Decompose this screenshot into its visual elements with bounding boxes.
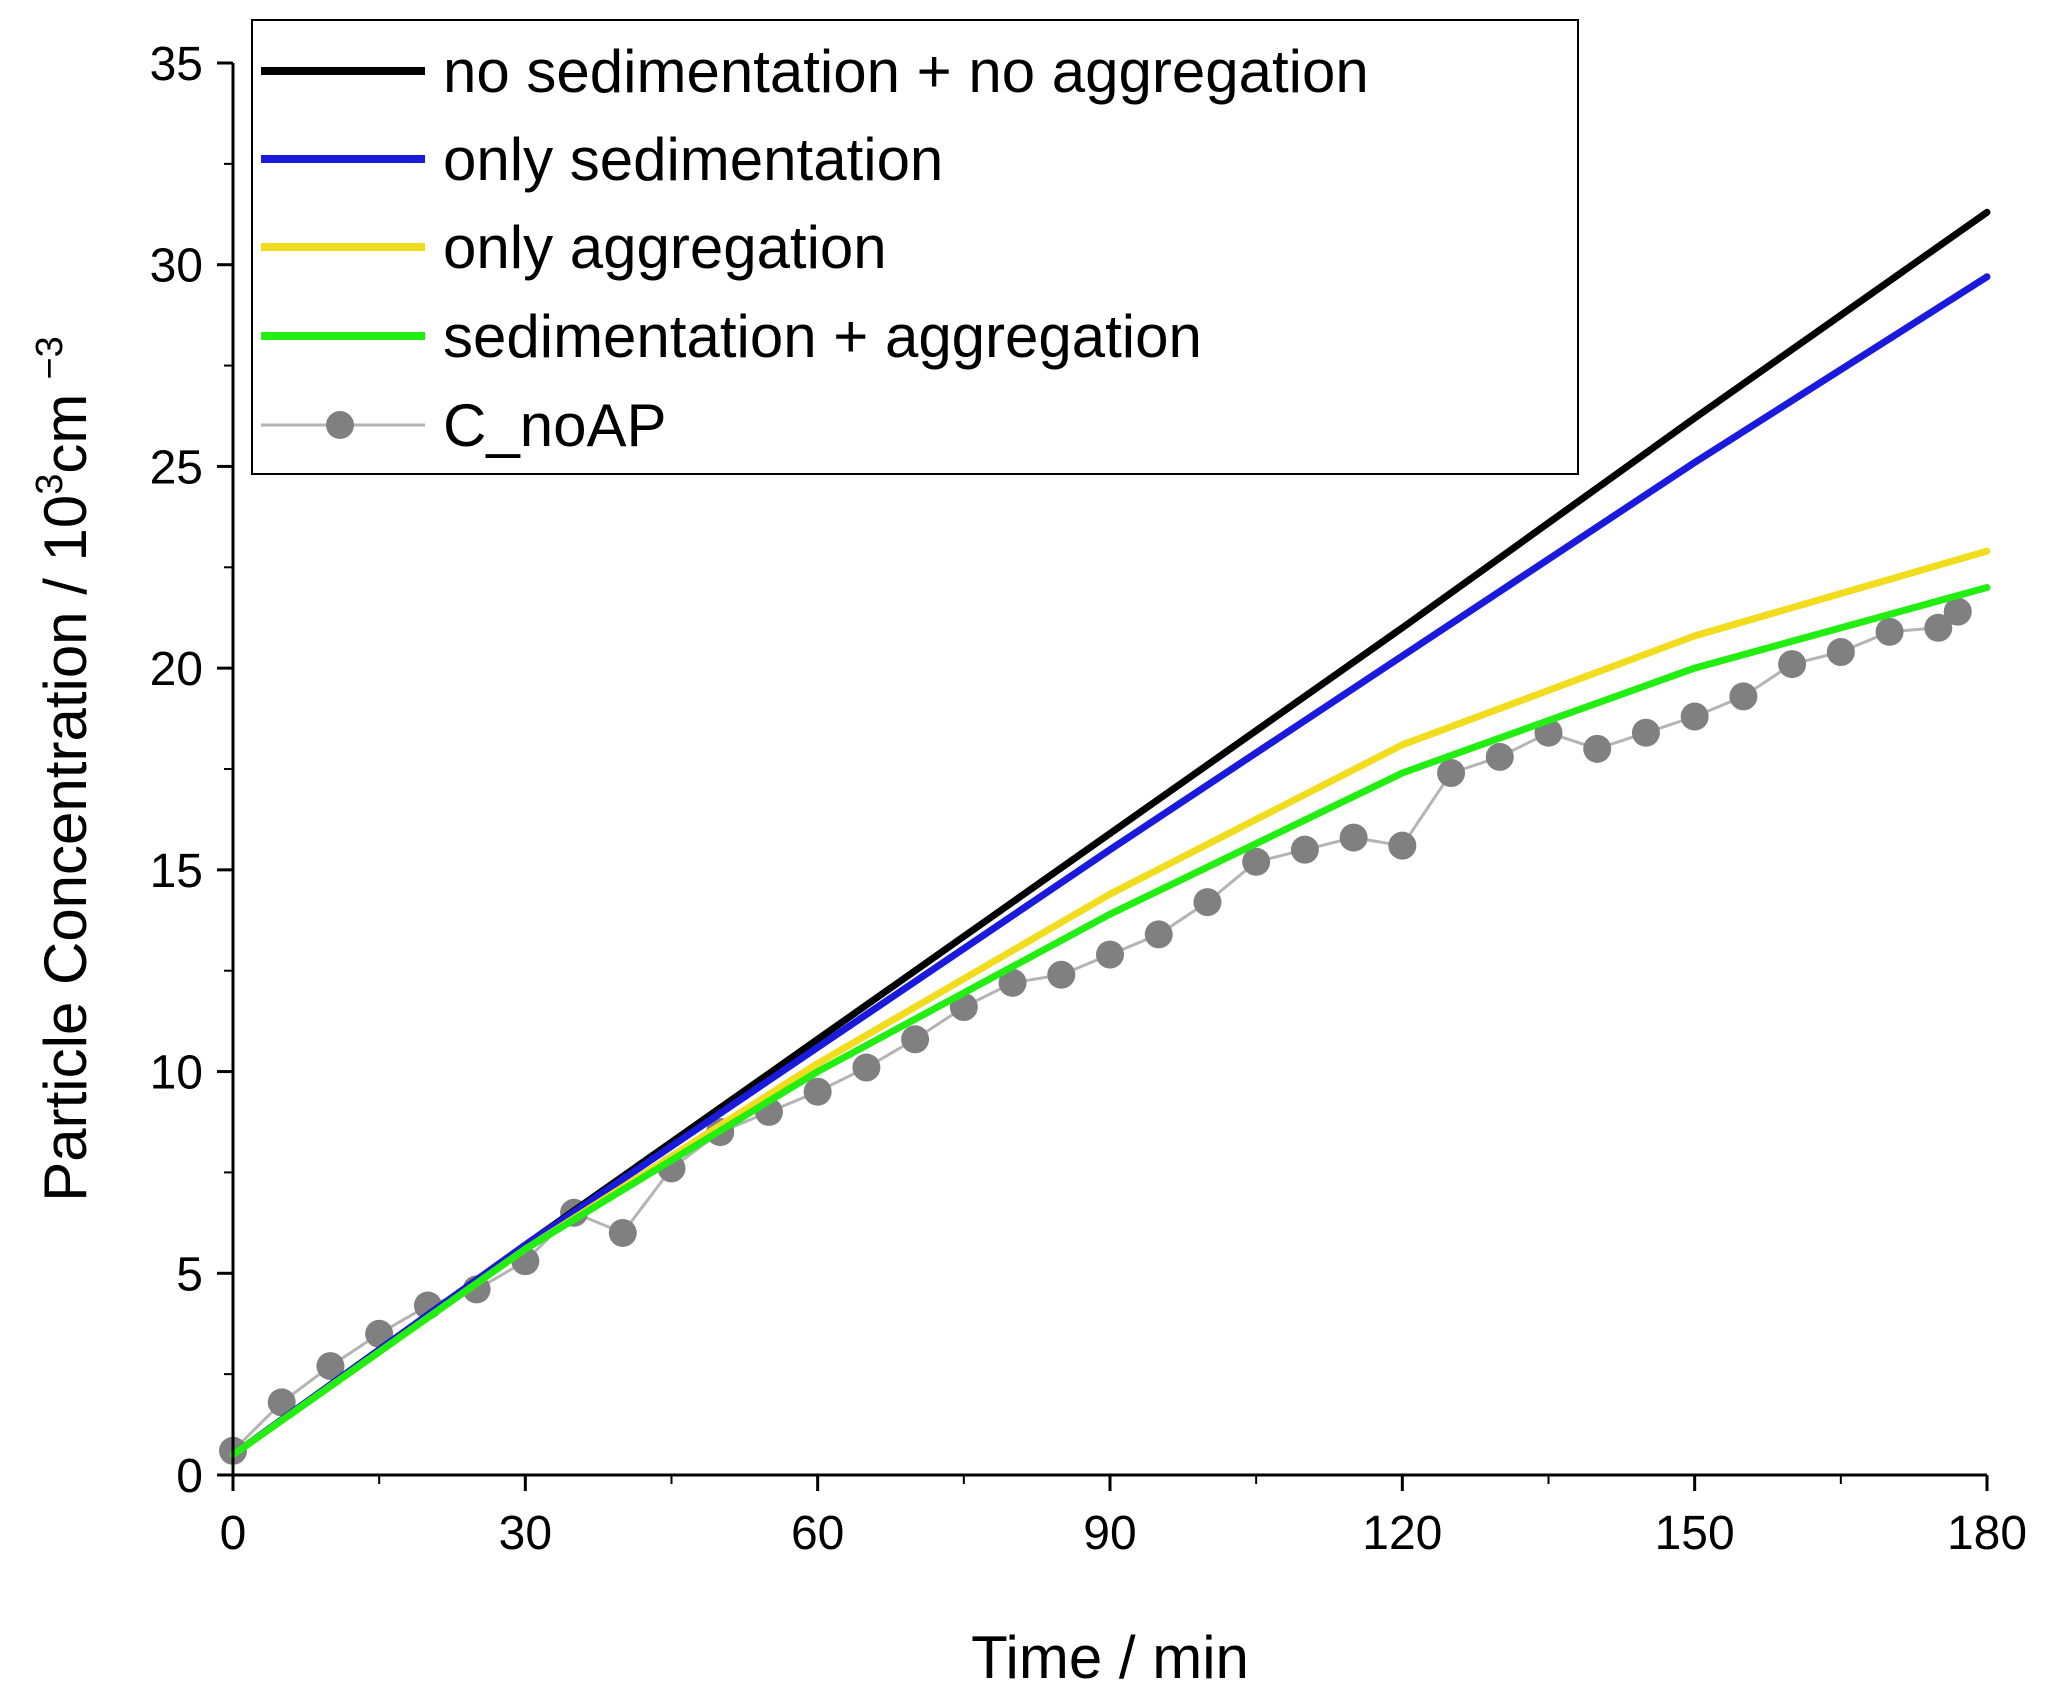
- legend-items: no sedimentation + no aggregation only se…: [261, 38, 1369, 459]
- series-line-only-aggregation: [229, 547, 1991, 1459]
- x-tick-label: 0: [220, 1507, 247, 1560]
- y-tick-label: 0: [176, 1450, 203, 1503]
- x-tick-label: 150: [1655, 1507, 1735, 1560]
- y-tick-label: 10: [150, 1047, 203, 1100]
- x-tick-label: 180: [1947, 1507, 2027, 1560]
- data-point-c-noap: [1485, 742, 1514, 771]
- x-tick-label: 120: [1362, 1507, 1442, 1560]
- x-tick-label: 90: [1083, 1507, 1136, 1560]
- y-tick-label: 30: [150, 240, 203, 293]
- legend-box: [251, 19, 1579, 475]
- data-point-c-noap: [1583, 734, 1612, 763]
- data-point-c-noap: [803, 1077, 832, 1106]
- series-line-sedimentation-aggregation: [229, 584, 1991, 1459]
- data-point-c-noap: [1096, 940, 1124, 969]
- x-tick-label: 30: [499, 1507, 552, 1560]
- data-point-c-noap: [1943, 597, 1972, 626]
- data-point-c-noap: [1290, 835, 1319, 864]
- data-point-c-noap: [316, 1352, 345, 1381]
- data-point-c-noap: [1924, 613, 1953, 642]
- data-point-c-noap: [1388, 831, 1417, 860]
- legend-marker-c-noap: [326, 411, 354, 439]
- data-point-c-noap: [1339, 823, 1368, 852]
- data-point-c-noap: [1047, 960, 1076, 989]
- legend: no sedimentation + no aggregation only se…: [251, 19, 1579, 475]
- data-point-c-noap: [1826, 638, 1855, 667]
- data-point-c-noap: [1144, 920, 1173, 949]
- axes-layer: 0 30 60 90 120 150 180 0 5 10 15 20 25 30 35: [150, 38, 2027, 1560]
- data-point-c-noap: [608, 1218, 637, 1247]
- data-point-c-noap: [852, 1053, 881, 1082]
- y-tick-label: 25: [150, 441, 203, 494]
- data-point-c-noap: [1875, 617, 1904, 646]
- y-axis-title-exponent-2: −3: [29, 336, 71, 379]
- y-tick-label: 20: [150, 643, 203, 696]
- data-point-c-noap: [998, 968, 1027, 997]
- data-point-c-noap: [1437, 759, 1466, 788]
- legend-label-only-sedimentation: only sedimentation: [443, 126, 943, 193]
- legend-label-c-noap: C_noAP: [443, 392, 666, 459]
- y-axis-title: Particle Concentration / 103cm −3: [29, 336, 99, 1202]
- data-point-c-noap: [1193, 888, 1222, 917]
- y-axis-title-prefix: Particle Concentration / 10: [32, 495, 99, 1202]
- x-axis-title: Time / min: [971, 1624, 1249, 1691]
- data-point-c-noap: [267, 1388, 296, 1417]
- series-line-c-noap: [231, 610, 1960, 1453]
- series-layer: [219, 208, 1991, 1465]
- y-tick-label: 35: [150, 38, 203, 91]
- data-point-c-noap: [901, 1025, 930, 1054]
- y-axis-title-unit: cm: [32, 394, 99, 474]
- y-axis-title-exponent-1: 3: [29, 474, 71, 495]
- x-ticks: 0 30 60 90 120 150 180: [220, 1475, 2027, 1560]
- data-point-c-noap: [1680, 702, 1709, 731]
- y-tick-label: 15: [150, 845, 203, 898]
- data-point-c-noap: [1729, 682, 1758, 711]
- x-tick-label: 60: [791, 1507, 844, 1560]
- legend-label-sedimentation-aggregation: sedimentation + aggregation: [443, 303, 1202, 370]
- plot-area: 0 30 60 90 120 150 180 0 5 10 15 20 25 30 35: [150, 38, 2027, 1560]
- legend-label-only-aggregation: only aggregation: [443, 214, 887, 281]
- y-tick-label: 5: [176, 1248, 203, 1301]
- legend-label-no-sedimentation-no-aggregation: no sedimentation + no aggregation: [443, 38, 1369, 105]
- y-ticks: 0 5 10 15 20 25 30 35: [150, 38, 233, 1503]
- data-point-c-noap: [1242, 847, 1271, 876]
- data-point-c-noap: [1778, 650, 1807, 679]
- data-point-c-noap: [1631, 718, 1660, 747]
